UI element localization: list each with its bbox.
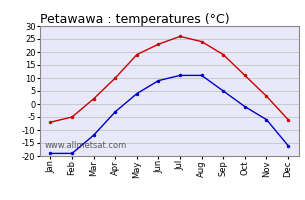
Text: Petawawa : temperatures (°C): Petawawa : temperatures (°C) (40, 13, 229, 26)
Text: www.allmetsat.com: www.allmetsat.com (45, 140, 127, 150)
